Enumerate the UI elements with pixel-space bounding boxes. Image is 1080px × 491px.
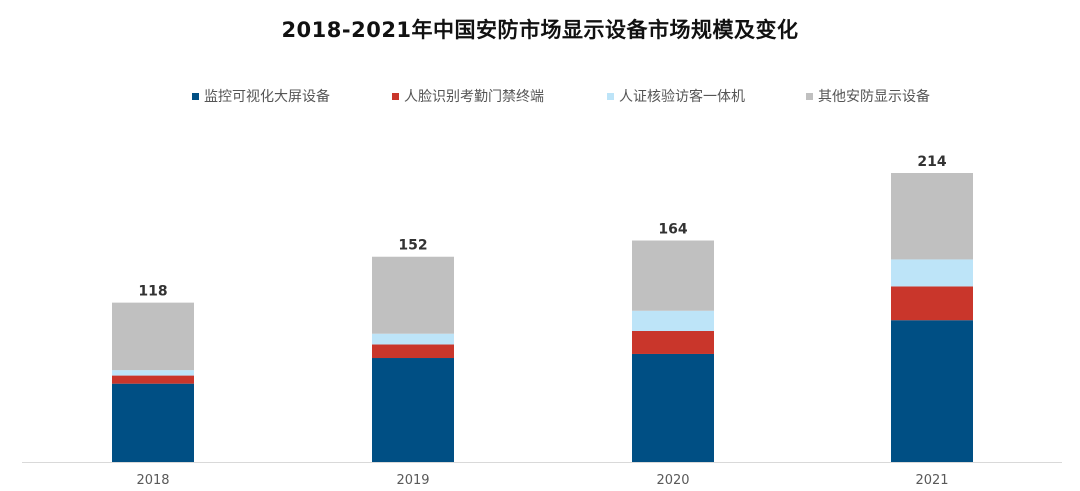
legend-label-series-3: 人证核验访客一体机 (619, 89, 745, 105)
bar-segment-2021-series-3 (891, 259, 973, 287)
legend-swatch-series-1 (192, 92, 199, 100)
legend-label-series-2: 人脸识别考勤门禁终端 (404, 89, 544, 105)
legend-label-series-4: 其他安防显示设备 (818, 89, 930, 105)
x-tick-label-2018: 2018 (136, 473, 169, 488)
bar-segment-2020-series-4 (632, 240, 714, 311)
x-tick-label-2021: 2021 (915, 473, 948, 488)
total-label-2019: 152 (398, 238, 427, 254)
total-label-2018: 118 (138, 284, 167, 300)
bar-segment-2019-series-3 (372, 333, 454, 345)
legend-swatch-series-3 (607, 92, 614, 100)
bar-segment-2019-series-4 (372, 256, 454, 334)
legend-swatch-series-4 (806, 92, 813, 100)
bar-segment-2020-series-1 (632, 353, 714, 462)
bar-segment-2018-series-3 (112, 370, 194, 376)
x-tick-label-2019: 2019 (396, 473, 429, 488)
total-label-2020: 164 (658, 222, 687, 238)
chart-title: 2018-2021年中国安防市场显示设备市场规模及变化 (281, 18, 799, 42)
x-tick-label-2020: 2020 (656, 473, 689, 488)
bar-segment-2021-series-1 (891, 320, 973, 462)
bar-segment-2021-series-2 (891, 286, 973, 321)
total-label-2021: 214 (917, 154, 946, 170)
bar-segment-2018-series-4 (112, 302, 194, 371)
bar-segment-2018-series-2 (112, 375, 194, 384)
legend-label-series-1: 监控可视化大屏设备 (204, 89, 330, 105)
bar-segment-2020-series-3 (632, 310, 714, 332)
legend-item-series-4: 其他安防显示设备 (806, 86, 930, 106)
legend-item-series-2: 人脸识别考勤门禁终端 (392, 86, 544, 106)
bar-segment-2020-series-2 (632, 331, 714, 354)
bar-segment-2019-series-2 (372, 344, 454, 359)
chart-legend: 监控可视化大屏设备 人脸识别考勤门禁终端 人证核验访客一体机 其他安防显示设备 (0, 86, 1080, 108)
legend-swatch-series-2 (392, 92, 399, 100)
legend-item-series-3: 人证核验访客一体机 (607, 86, 745, 106)
legend-item-series-1: 监控可视化大屏设备 (192, 86, 330, 106)
bar-segment-2019-series-1 (372, 358, 454, 462)
bar-segment-2021-series-4 (891, 173, 973, 260)
bar-segment-2018-series-1 (112, 383, 194, 462)
